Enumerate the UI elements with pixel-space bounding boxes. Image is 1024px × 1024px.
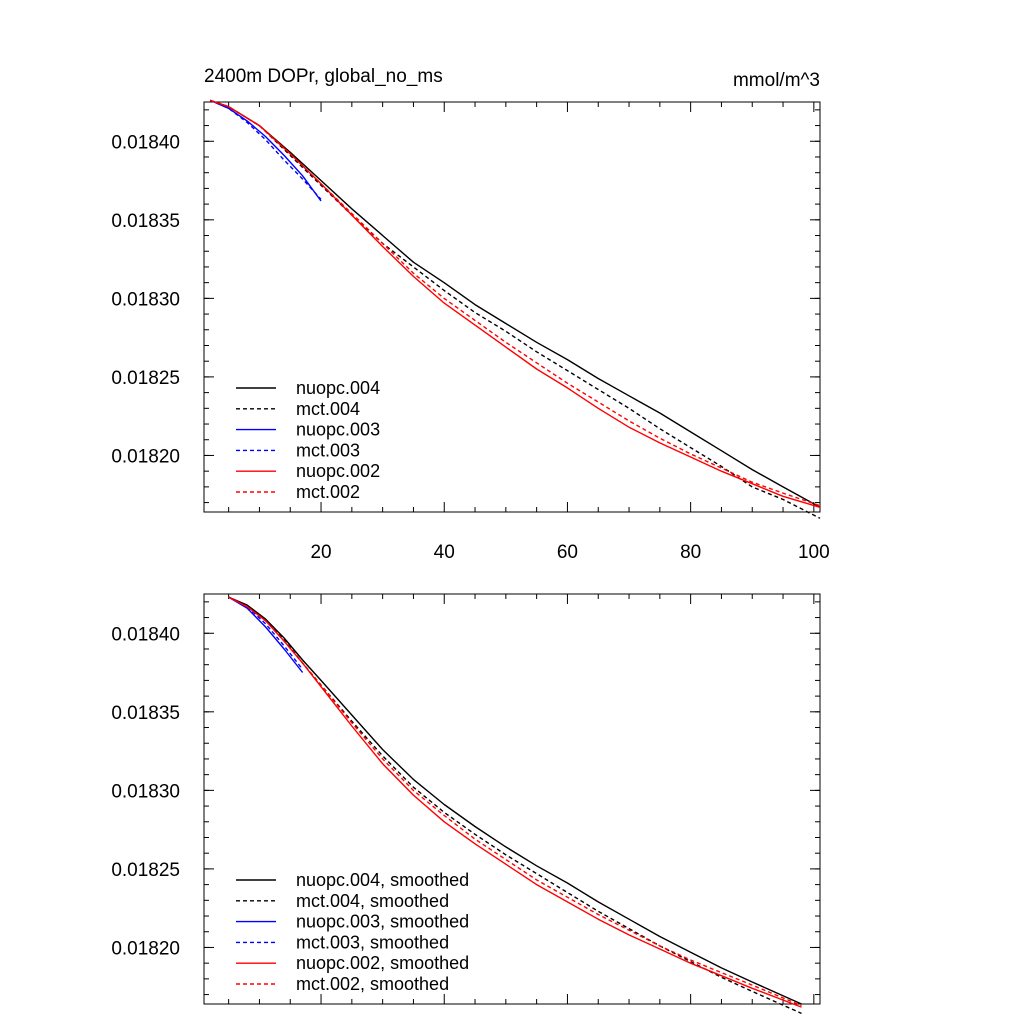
y-tick-labels: 0.01820 0.01825 0.01830 0.01835 0.01840 <box>111 624 180 959</box>
legend: nuopc.004, smoothed mct.004, smoothed nu… <box>236 870 469 994</box>
x-tick-label: 60 <box>557 542 578 563</box>
legend-label: nuopc.004 <box>296 378 380 398</box>
y-tick-label: 0.01820 <box>111 446 180 467</box>
y-tick-label: 0.01840 <box>111 132 180 153</box>
legend: nuopc.004 mct.004 nuopc.003 mct.003 nuop… <box>236 378 380 502</box>
series-line <box>209 99 322 200</box>
legend-label: mct.002 <box>296 482 360 502</box>
x-tick-label: 80 <box>680 542 701 563</box>
y-tick-label: 0.01830 <box>111 289 180 310</box>
bottom-panel: 0.01820 0.01825 0.01830 0.01835 0.01840 … <box>111 593 821 1015</box>
legend-label: mct.003, smoothed <box>296 932 449 952</box>
y-tick-labels: 0.01820 0.01825 0.01830 0.01835 0.01840 <box>111 132 180 467</box>
series-line <box>228 596 304 670</box>
series-line <box>209 99 821 519</box>
plot-frame <box>203 593 821 1005</box>
series-line <box>209 99 322 202</box>
legend-label: mct.004, smoothed <box>296 891 449 911</box>
legend-label: mct.003 <box>296 440 360 460</box>
legend-label: mct.002, smoothed <box>296 974 449 994</box>
legend-label: nuopc.002, smoothed <box>296 953 469 973</box>
series-line <box>228 596 802 1007</box>
legend-label: nuopc.003, smoothed <box>296 912 469 932</box>
y-tick-label: 0.01825 <box>111 860 180 881</box>
top-panel: 2400m DOPr, global_no_ms mmol/m^3 0.0182… <box>111 66 829 563</box>
plot-frame <box>203 101 821 513</box>
y-tick-label: 0.01830 <box>111 781 180 802</box>
units-label: mmol/m^3 <box>733 70 820 91</box>
chart-title: 2400m DOPr, global_no_ms <box>204 66 443 87</box>
legend-label: nuopc.003 <box>296 420 380 440</box>
x-tick-label: 40 <box>434 542 455 563</box>
series-line <box>209 99 821 508</box>
y-tick-label: 0.01840 <box>111 624 180 645</box>
x-tick-labels: 20 40 60 80 100 <box>310 542 829 563</box>
y-tick-label: 0.01835 <box>111 211 180 232</box>
series-line <box>209 99 821 508</box>
y-tick-label: 0.01825 <box>111 368 180 389</box>
x-tick-label: 20 <box>310 542 331 563</box>
y-tick-label: 0.01835 <box>111 703 180 724</box>
legend-label: nuopc.002 <box>296 461 380 481</box>
legend-label: nuopc.004, smoothed <box>296 870 469 890</box>
x-tick-label: 100 <box>798 542 830 563</box>
series-line <box>228 596 802 1008</box>
legend-label: mct.004 <box>296 399 360 419</box>
series-line <box>228 596 304 673</box>
y-tick-label: 0.01820 <box>111 938 180 959</box>
series-line <box>228 596 802 1005</box>
